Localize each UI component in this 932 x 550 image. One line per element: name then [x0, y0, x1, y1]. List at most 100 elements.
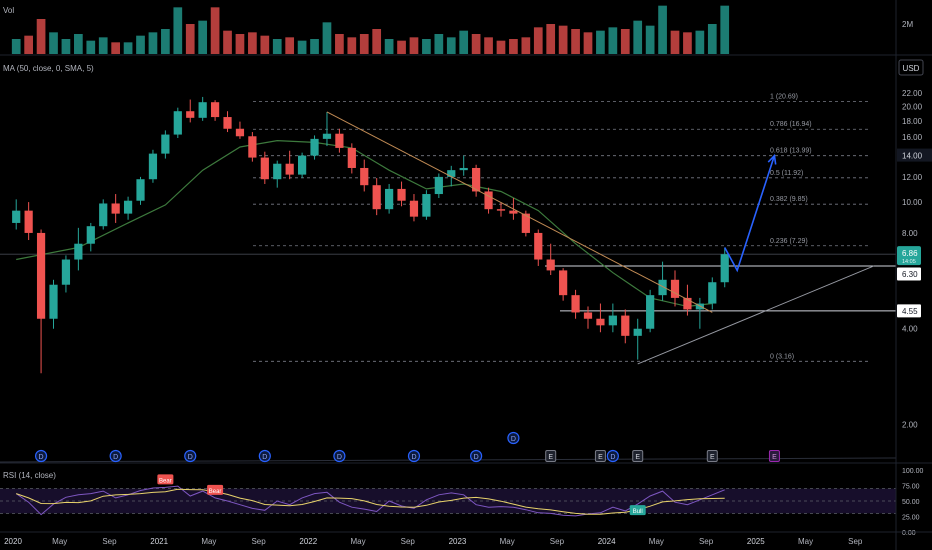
- bear-signal-tag[interactable]: [157, 474, 174, 485]
- volume-bar: [136, 35, 145, 54]
- time-axis-tick: 2022: [299, 537, 317, 546]
- ma-label[interactable]: MA (50, close, 0, SMA, 5): [3, 64, 94, 73]
- last-price-tag[interactable]: [897, 246, 921, 266]
- volume-bar: [49, 32, 58, 54]
- volume-bar: [683, 32, 692, 54]
- volume-bar: [24, 35, 33, 54]
- rsi-axis-tick: 25.00: [902, 515, 920, 522]
- time-axis-tick: 2020: [4, 537, 22, 546]
- currency-badge[interactable]: [898, 59, 924, 76]
- dividend-marker[interactable]: [184, 449, 197, 463]
- volume-bar: [111, 42, 121, 54]
- volume-bar: [670, 30, 680, 54]
- volume-bar: [583, 32, 593, 54]
- candle-body: [49, 284, 58, 319]
- volume-pane: 2M: [11, 5, 913, 55]
- candle-body: [521, 213, 530, 233]
- earnings-marker[interactable]: [706, 450, 718, 462]
- fib-level-label: 1 (20.69): [770, 94, 798, 101]
- fib-level-label: 0.618 (13.99): [770, 148, 812, 155]
- candle-body: [74, 243, 83, 260]
- earnings-marker-label: E: [710, 454, 715, 461]
- volume-bar: [322, 22, 332, 54]
- dividend-marker[interactable]: [407, 449, 421, 463]
- volume-bar: [422, 39, 431, 54]
- candle-body: [186, 111, 195, 118]
- volume-bar: [161, 29, 170, 54]
- dividend-marker[interactable]: [470, 449, 483, 463]
- candle-body: [683, 297, 692, 310]
- fib-level-label: 0.236 (7.29): [770, 238, 808, 245]
- earnings-marker-label: E: [635, 454, 640, 461]
- candle-body: [260, 157, 269, 180]
- projection-arrowhead[interactable]: [767, 153, 777, 165]
- rsi-pane: Bear Bear Bull 100.00 75.00 50.00 25.00 0.00: [0, 468, 924, 537]
- volume-bar: [446, 37, 456, 54]
- candle-body: [534, 232, 543, 260]
- volume-bar: [596, 30, 605, 54]
- candle-body: [123, 200, 133, 214]
- earnings-marker[interactable]: [768, 450, 780, 462]
- volume-bar: [496, 40, 506, 54]
- dividend-marker-label: D: [610, 454, 615, 461]
- earnings-marker[interactable]: [594, 450, 606, 462]
- candle-body: [596, 318, 605, 326]
- dividend-marker[interactable]: [109, 449, 122, 463]
- volume-bar: [61, 39, 71, 54]
- volume-bar: [509, 39, 518, 54]
- fib-level-label: 0.786 (16.94): [770, 121, 812, 128]
- candle-body: [24, 210, 33, 233]
- candle-body: [347, 147, 356, 168]
- candle-body: [235, 128, 245, 137]
- signal-label: Bear: [209, 489, 222, 495]
- volume-bar: [645, 25, 655, 54]
- volume-bar: [260, 35, 270, 54]
- candle-body: [496, 209, 506, 211]
- dividend-marker[interactable]: [333, 449, 346, 463]
- projection-arrow[interactable]: [723, 153, 777, 273]
- volume-bar: [546, 24, 556, 54]
- trendlines[interactable]: [326, 111, 875, 365]
- downtrend-line[interactable]: [326, 111, 713, 313]
- price-axis-tick: 8.00: [902, 229, 918, 238]
- candle-body: [285, 163, 294, 175]
- candle-body: [99, 203, 108, 227]
- dividend-marker-label: D: [511, 436, 516, 443]
- candle-body: [509, 210, 518, 214]
- dividend-marker[interactable]: [258, 449, 271, 463]
- dividend-marker[interactable]: [606, 449, 619, 463]
- volume-bar: [98, 37, 108, 54]
- time-axis[interactable]: 2020 May Sep 2021 May Sep 2022 May Sep 2023 May Sep…: [4, 537, 863, 546]
- level-price-value: 4.55: [902, 307, 918, 316]
- level-price-tag[interactable]: [897, 267, 921, 281]
- rsi-axis-tick: 75.00: [902, 484, 920, 491]
- volume-bar: [459, 30, 469, 54]
- projection-path[interactable]: [723, 155, 776, 273]
- dividend-marker[interactable]: [34, 449, 48, 463]
- rsi-label[interactable]: RSI (14, close): [3, 471, 56, 480]
- earnings-marker[interactable]: [545, 450, 557, 462]
- candle-body: [298, 155, 307, 175]
- rsi-axis-tick: 50.00: [902, 499, 920, 506]
- price-axis-highlight: 14.00: [902, 152, 923, 161]
- dividend-marker-label: D: [262, 454, 267, 461]
- fibonacci-retracement[interactable]: 0 (3.16) 0.236 (7.29) 0.382 (9.85) 0.5 (11.…: [253, 94, 868, 362]
- price-axis[interactable]: 2.00 4.00 8.00 10.00 12.00 16.00 18.00 20.00 22.…: [897, 89, 932, 430]
- uptrend-line[interactable]: [637, 265, 875, 365]
- candle-body: [571, 295, 580, 313]
- earnings-marker[interactable]: [632, 450, 644, 462]
- candle-body: [559, 270, 568, 296]
- candle-body: [670, 279, 680, 298]
- level-price-tag[interactable]: [897, 304, 921, 318]
- bull-signal-tag[interactable]: [629, 505, 646, 516]
- candle-body: [385, 188, 394, 210]
- dividend-marker[interactable]: [507, 431, 520, 445]
- time-axis-tick: 2024: [598, 537, 616, 546]
- bear-signal-tag[interactable]: [207, 484, 224, 495]
- candle-body: [720, 254, 729, 283]
- candle-body: [360, 167, 369, 186]
- volume-bar: [558, 25, 568, 54]
- candle-body: [61, 259, 71, 285]
- dividend-earnings-events[interactable]: D D D D D D DDE E D E E E: [0, 431, 897, 463]
